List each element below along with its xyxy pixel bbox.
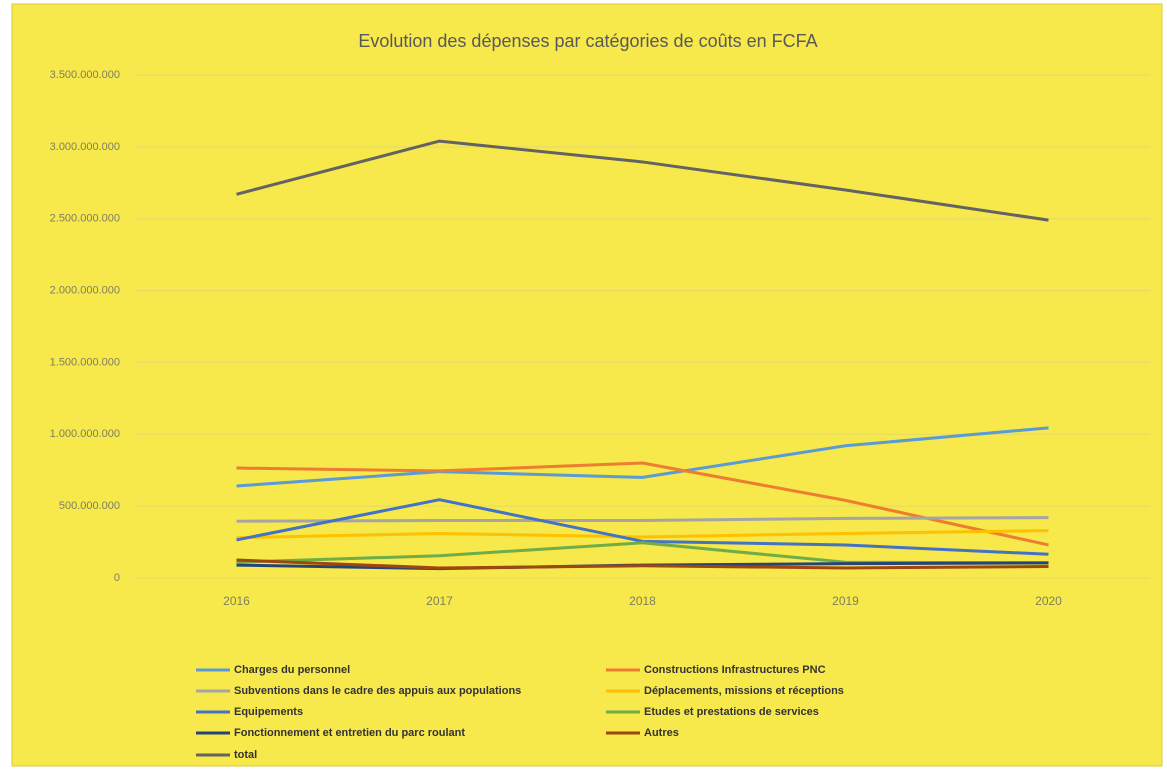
y-tick-label: 1.000.000.000 [50,428,120,440]
series-line [236,516,1049,523]
y-tick-label: 3.500.000.000 [50,69,120,81]
y-tick-label: 0 [114,572,120,584]
legend-label: Constructions Infrastructures PNC [644,664,826,676]
series-line [236,426,1049,488]
y-tick-label: 500.000.000 [59,500,120,512]
series-line [236,558,1049,570]
x-tick-label: 2017 [426,594,453,608]
chart-background [11,3,1163,767]
y-tick-label: 3.000.000.000 [50,141,120,153]
legend-label: Autres [644,727,679,739]
x-tick-label: 2020 [1035,594,1062,608]
legend-label: Fonctionnement et entretien du parc roul… [234,727,465,739]
legend-label: total [234,749,257,761]
y-tick-label: 2.000.000.000 [50,284,120,296]
y-tick-label: 2.500.000.000 [50,213,120,225]
legend-label: Etudes et prestations de services [644,706,819,718]
y-tick-label: 1.500.000.000 [50,356,120,368]
series-line [236,461,1049,547]
legend-label: Déplacements, missions et réceptions [644,685,844,697]
series-line [236,139,1049,222]
x-tick-label: 2016 [223,594,250,608]
chart-title: Evolution des dépenses par catégories de… [358,31,817,51]
legend-label: Charges du personnel [234,664,350,676]
legend-label: Equipements [234,706,303,718]
x-tick-label: 2019 [832,594,859,608]
series-line [236,529,1049,540]
legend-label: Subventions dans le cadre des appuis aux… [234,685,521,697]
x-tick-label: 2018 [629,594,656,608]
